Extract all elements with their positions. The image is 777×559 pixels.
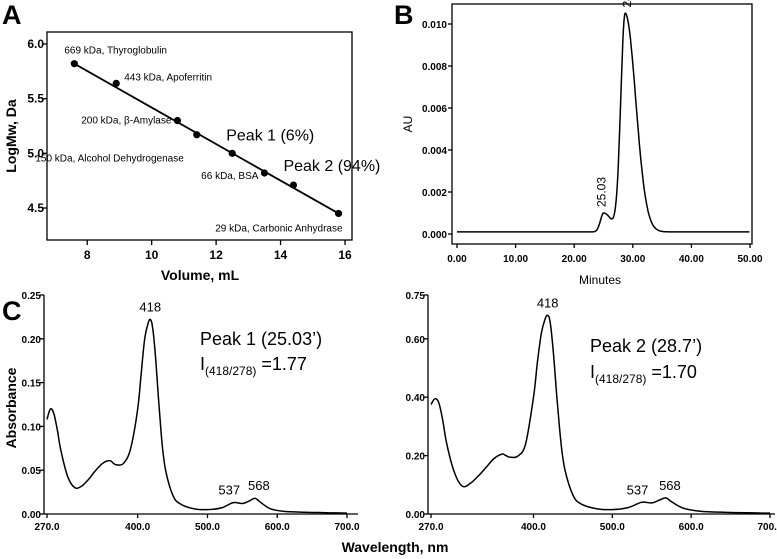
- x-tick-label: 600.0: [679, 522, 704, 533]
- x-tick-label: 10.00: [503, 254, 528, 265]
- wavelength-axis-title: Wavelength, nm: [342, 539, 449, 555]
- spectrum-title: Peak 2 (28.7’): [590, 336, 702, 356]
- x-tick-label: 30.00: [620, 254, 645, 265]
- x-tick-label: 700.0: [757, 522, 777, 533]
- y-tick-label: 0.002: [422, 188, 447, 199]
- data-point: [112, 79, 120, 87]
- x-tick-label: 600.0: [265, 522, 290, 533]
- data-point-label: 443 kDa, Apoferritin: [124, 72, 212, 83]
- x-tick-label: 14: [274, 248, 288, 262]
- x-tick-label: 270.0: [418, 522, 443, 533]
- y-tick-label: 0.40: [406, 393, 426, 404]
- data-point: [70, 60, 78, 68]
- y-tick-label: 0.10: [22, 422, 42, 433]
- ratio-value: =1.77: [256, 354, 307, 374]
- y-tick-label: 0.20: [406, 452, 426, 463]
- x-tick-label: 10: [145, 248, 159, 262]
- ratio-symbol: I: [200, 354, 205, 374]
- chart-c1: 270.0 400.0 500.0 600.0 700.0 0.00 0.05 0.10 0.1…: [3, 291, 360, 533]
- data-point-label: Peak 2 (94%): [283, 158, 380, 175]
- panel-letter-b: B: [394, 0, 414, 30]
- x-tick-label: 700.0: [334, 522, 359, 533]
- data-point-label: 150 kDa, Alcohol Dehydrogenase: [35, 154, 184, 165]
- ratio-subscript: (418/278): [595, 372, 646, 386]
- plot-frame: [451, 3, 753, 245]
- ratio-value: =1.70: [646, 362, 697, 382]
- data-point-label: 200 kDa, β-Amylase: [81, 116, 172, 127]
- x-tick-label: 270.0: [34, 522, 59, 533]
- data-point: [260, 169, 269, 177]
- y-tick-label: 0.75: [406, 291, 426, 302]
- data-point: [173, 116, 182, 125]
- data-point-label: 66 kDa, BSA: [201, 171, 259, 182]
- data-point: [289, 181, 298, 189]
- x-tick-label: 500.0: [195, 522, 220, 533]
- chart-c2: 270.0 400.0 500.0 600.0 700.0 0.00 0.20 0.40 0.6…: [406, 291, 777, 533]
- intensity-ratio: I(418/278) =1.70: [590, 362, 697, 386]
- absorbance-trace: [46, 318, 348, 514]
- data-point: [228, 149, 236, 157]
- x-tick-label: 12: [209, 248, 223, 262]
- data-point-label: Peak 1 (6%): [226, 127, 314, 144]
- x-tick-label: 500.0: [600, 522, 625, 533]
- absorbance-trace: [430, 314, 771, 514]
- y-tick-label: 4.5: [27, 201, 44, 215]
- y-tick-label: 5.5: [27, 92, 44, 106]
- peak-label: 568: [659, 478, 681, 493]
- data-point: [334, 209, 343, 218]
- chart-a: 8 10 12 14 16 4.5 5.0 5.5 6.0 Volume, mL LogMw, Da…: [3, 31, 380, 283]
- y-tick-label: 0.006: [422, 104, 447, 115]
- x-tick-label: 400.0: [521, 522, 546, 533]
- x-tick-label: 40.00: [679, 254, 704, 265]
- y-tick-label: 0.00: [406, 510, 426, 521]
- x-axis-title: Minutes: [579, 273, 621, 287]
- x-tick-label: 8: [84, 248, 91, 262]
- ratio-symbol: I: [590, 362, 595, 382]
- y-tick-label: 5.0: [27, 146, 44, 160]
- peak-label: 568: [248, 478, 270, 493]
- chromatogram-trace: [456, 12, 750, 233]
- ratio-subscript: (418/278): [205, 364, 256, 378]
- x-tick-label: 0.00: [447, 254, 467, 265]
- y-tick-label: 0.008: [422, 62, 447, 73]
- chart-b: 0.00 10.00 20.00 30.00 40.00 50.00 0.000 0.002 0…: [401, 0, 763, 287]
- peak-label: 25.03: [595, 177, 609, 207]
- y-tick-label: 0.20: [22, 335, 42, 346]
- y-axis-title: LogMw, Da: [3, 99, 19, 173]
- y-axis-title: AU: [401, 116, 415, 133]
- y-tick-label: 0.004: [422, 146, 447, 157]
- spectrum-title: Peak 1 (25.03’): [200, 329, 322, 349]
- data-point-label: 29 kDa, Carbonic Anhydrase: [215, 223, 343, 234]
- y-axis-title: Absorbance: [3, 367, 19, 448]
- y-tick-label: 0.05: [22, 466, 42, 477]
- data-point: [193, 131, 201, 139]
- x-axis-title: Volume, mL: [161, 267, 240, 283]
- plot-frame: [46, 31, 353, 241]
- y-tick-label: 0.010: [422, 20, 447, 31]
- x-tick-label: 50.00: [737, 254, 762, 265]
- peak-label: 418: [139, 300, 161, 315]
- y-tick-label: 0.60: [406, 335, 426, 346]
- x-tick-label: 400.0: [125, 522, 150, 533]
- x-tick-label: 20.00: [562, 254, 587, 265]
- y-tick-label: 0.25: [22, 291, 42, 302]
- data-point-label: 669 kDa, Thyroglobulin: [64, 46, 167, 57]
- regression-line: [73, 62, 339, 215]
- y-tick-label: 0.15: [22, 379, 42, 390]
- y-tick-label: 0.00: [22, 510, 42, 521]
- peak-label: 537: [218, 483, 240, 498]
- intensity-ratio: I(418/278) =1.77: [200, 354, 307, 378]
- peak-label: 537: [627, 482, 649, 497]
- panel-letter-c: C: [2, 296, 22, 326]
- y-tick-label: 0.000: [422, 230, 447, 241]
- y-tick-label: 6.0: [27, 37, 44, 51]
- peak-label: 418: [537, 295, 559, 310]
- peak-label: 28.7: [620, 0, 634, 8]
- x-tick-label: 16: [338, 248, 352, 262]
- panel-letter-a: A: [2, 0, 22, 30]
